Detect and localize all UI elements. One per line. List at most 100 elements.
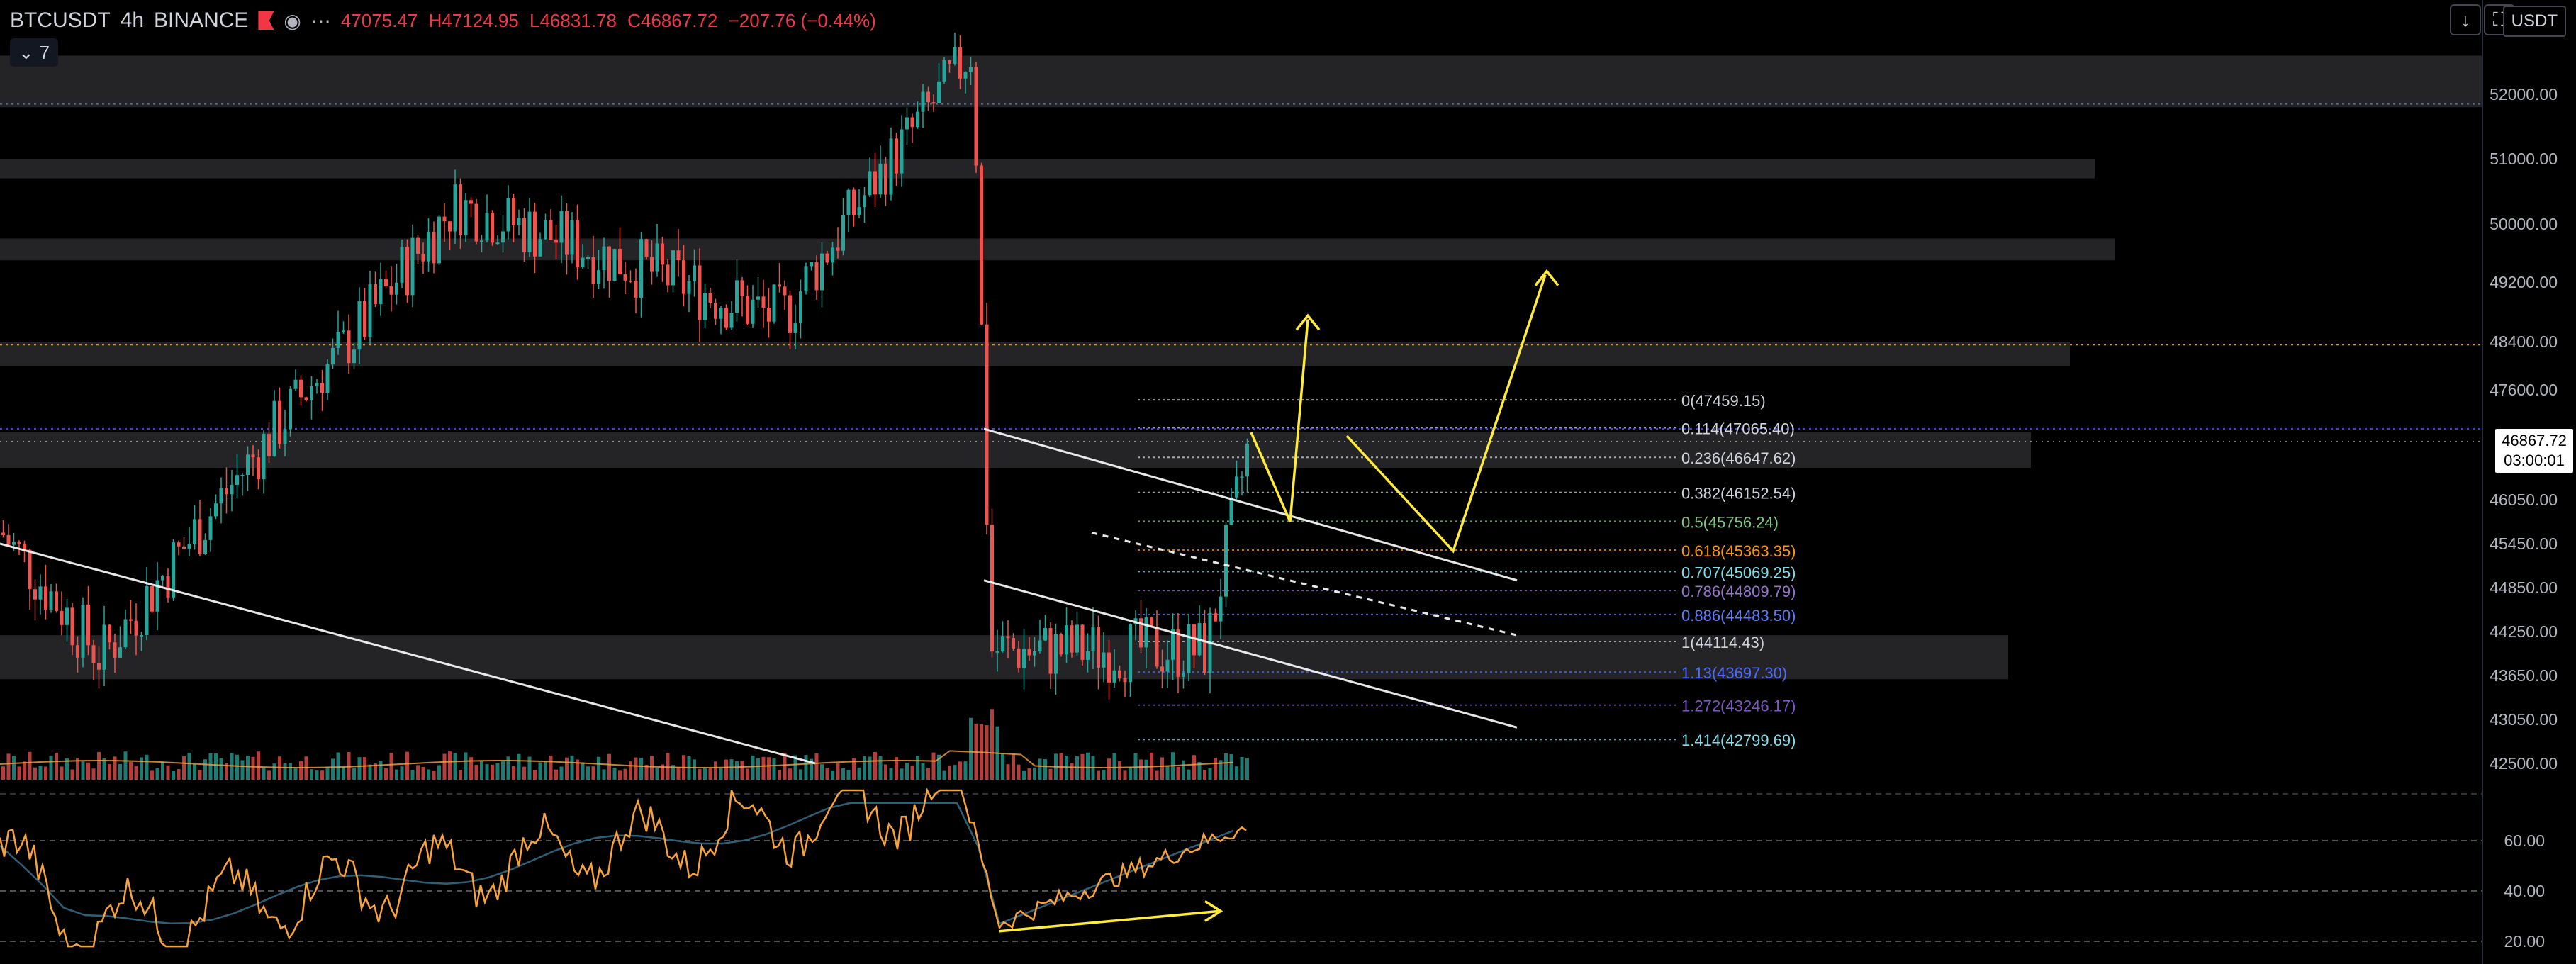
candle	[91, 639, 96, 680]
candle	[746, 285, 749, 325]
candle	[1086, 633, 1090, 673]
volume-bar	[661, 764, 664, 780]
candle	[495, 235, 500, 245]
candle	[544, 213, 547, 240]
supply-demand-zones	[0, 55, 2482, 680]
candle	[814, 255, 819, 300]
volume-bar	[1012, 753, 1015, 780]
candle	[985, 303, 989, 534]
candle	[1048, 622, 1053, 689]
candle	[878, 145, 883, 198]
volume-bar	[746, 768, 749, 780]
candle	[533, 203, 537, 274]
volume-bar	[1208, 768, 1212, 780]
volume-bar	[123, 751, 128, 780]
scroll-to-latest-button[interactable]: ↓	[2450, 4, 2481, 35]
volume-bar	[113, 756, 117, 780]
volume-bar	[810, 758, 813, 780]
volume-bar	[187, 752, 191, 780]
zone-3	[0, 342, 2070, 366]
volume-bar	[235, 754, 239, 780]
candle	[831, 241, 834, 276]
volume-bar	[1192, 755, 1196, 780]
volume-bar	[884, 764, 887, 780]
price-axis-label: 46050.00	[2490, 491, 2558, 509]
rsi-line	[0, 788, 1247, 948]
candle	[1165, 640, 1170, 688]
candle	[1144, 607, 1148, 668]
candle	[1123, 671, 1127, 697]
volume-bar	[868, 756, 872, 780]
volume-bar	[900, 768, 904, 780]
candle	[602, 237, 606, 289]
candle	[581, 244, 585, 269]
price-axis-label: 48400.00	[2490, 332, 2558, 351]
candle	[405, 239, 409, 303]
candle	[719, 306, 723, 335]
arrow-down-icon: ↓	[2460, 9, 2470, 30]
candle	[410, 224, 415, 308]
rsi-axis-label: 20.00	[2504, 932, 2545, 951]
volume-bar	[421, 766, 425, 780]
candle	[948, 60, 951, 73]
volume-bar	[70, 769, 74, 780]
candle	[916, 101, 919, 129]
volume-bar	[203, 759, 207, 780]
candle	[474, 198, 478, 245]
low-value: L46831.78	[530, 9, 617, 31]
currency-button[interactable]: USDT	[2502, 6, 2566, 37]
volume-bar	[299, 761, 303, 780]
indicators-collapse-button[interactable]: ⌄ 7	[10, 38, 58, 67]
candle	[134, 603, 138, 656]
symbol-label[interactable]: BTCUSDT	[10, 9, 111, 32]
volume-bar	[410, 770, 415, 780]
volume-bar	[193, 763, 196, 780]
volume-bar	[33, 767, 37, 780]
volume-bar	[134, 766, 138, 780]
candle	[570, 212, 574, 264]
volume-bar	[895, 757, 898, 780]
candle	[591, 235, 595, 298]
candle	[145, 566, 149, 641]
volume-bar	[1197, 761, 1202, 780]
volume-bar	[118, 763, 122, 780]
volume-bar	[570, 755, 574, 780]
volume-bar	[389, 753, 393, 780]
more-icon[interactable]: ⋯	[310, 9, 331, 32]
candle	[1012, 633, 1015, 651]
volume-bar	[368, 764, 372, 780]
volume-bar	[618, 770, 622, 780]
volume-bar	[889, 768, 893, 780]
candle	[272, 390, 276, 457]
volume-bar	[384, 768, 388, 780]
volume-bar	[214, 753, 218, 780]
candle	[464, 193, 468, 242]
fullscreen-icon: ⛶	[2492, 9, 2507, 30]
interval-label[interactable]: 4h	[120, 9, 145, 32]
eye-icon[interactable]: ◉	[284, 9, 301, 32]
rsi-pane	[0, 788, 2482, 948]
price-axis-label: 47600.00	[2490, 381, 2558, 399]
candle	[644, 238, 649, 260]
volume-bar	[246, 756, 250, 780]
price-axis: 52000.00 51000.00 50000.00 49200.00 48400.00…	[2482, 0, 2558, 964]
candle	[17, 540, 21, 556]
volume-bar	[602, 769, 606, 780]
candle	[219, 477, 223, 524]
volume-bar	[480, 761, 483, 780]
volume-bar	[208, 753, 213, 780]
volume-bar	[751, 755, 755, 780]
flag-icon[interactable]	[258, 11, 274, 30]
volume-bar	[342, 767, 345, 780]
volume-bar	[347, 751, 351, 780]
volume-bar	[506, 756, 510, 780]
volume-bar	[576, 759, 579, 780]
candle	[666, 259, 670, 293]
candle	[597, 250, 600, 289]
volume-bar	[772, 758, 776, 780]
candle	[618, 227, 622, 275]
volume-bar	[293, 768, 298, 780]
volume-bar	[1182, 760, 1185, 780]
volume-bar	[331, 758, 335, 780]
